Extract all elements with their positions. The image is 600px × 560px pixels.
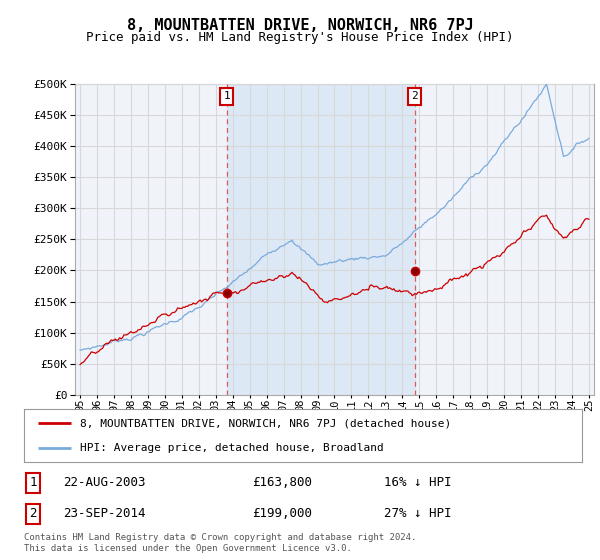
Text: 16% ↓ HPI: 16% ↓ HPI xyxy=(384,477,452,489)
Text: 1: 1 xyxy=(29,477,37,489)
Text: Contains HM Land Registry data © Crown copyright and database right 2024.: Contains HM Land Registry data © Crown c… xyxy=(24,533,416,542)
Text: 23-SEP-2014: 23-SEP-2014 xyxy=(63,507,146,520)
Text: 2: 2 xyxy=(412,91,418,101)
Text: Price paid vs. HM Land Registry's House Price Index (HPI): Price paid vs. HM Land Registry's House … xyxy=(86,31,514,44)
Text: 2: 2 xyxy=(29,507,37,520)
Text: HPI: Average price, detached house, Broadland: HPI: Average price, detached house, Broa… xyxy=(80,442,383,452)
Text: £199,000: £199,000 xyxy=(252,507,312,520)
Text: 8, MOUNTBATTEN DRIVE, NORWICH, NR6 7PJ (detached house): 8, MOUNTBATTEN DRIVE, NORWICH, NR6 7PJ (… xyxy=(80,418,451,428)
Text: 27% ↓ HPI: 27% ↓ HPI xyxy=(384,507,452,520)
Text: 8, MOUNTBATTEN DRIVE, NORWICH, NR6 7PJ: 8, MOUNTBATTEN DRIVE, NORWICH, NR6 7PJ xyxy=(127,18,473,33)
Text: 1: 1 xyxy=(223,91,230,101)
Bar xyxy=(227,84,415,395)
Text: £163,800: £163,800 xyxy=(252,477,312,489)
Text: This data is licensed under the Open Government Licence v3.0.: This data is licensed under the Open Gov… xyxy=(24,544,352,553)
Text: 22-AUG-2003: 22-AUG-2003 xyxy=(63,477,146,489)
